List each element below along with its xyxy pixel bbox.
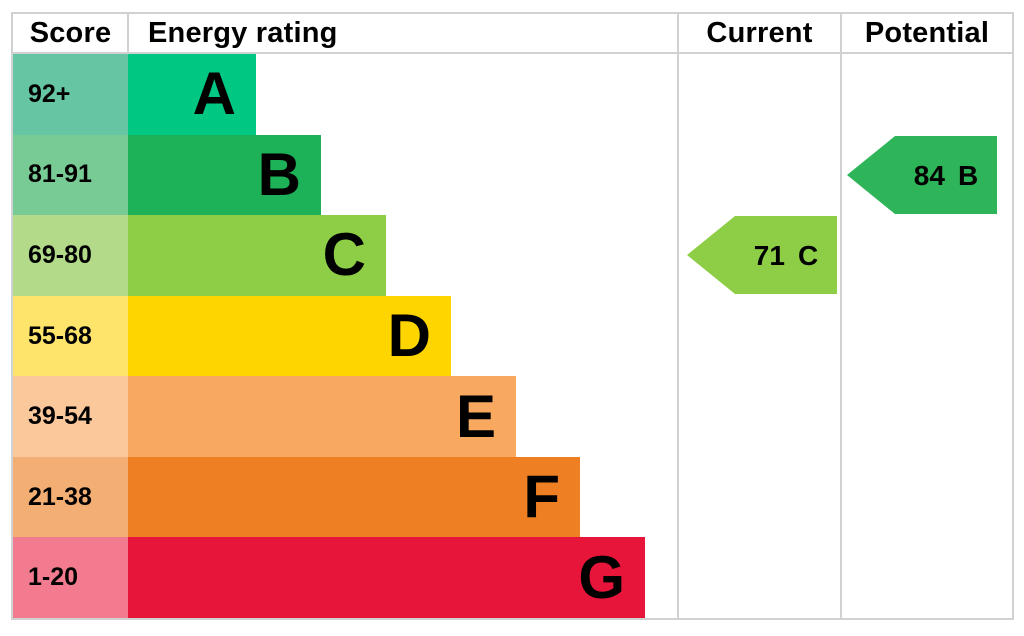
energy-band-bar: D (128, 295, 451, 377)
band-letter: G (578, 543, 625, 611)
current-rating-arrow: 71 C (687, 216, 837, 294)
epc-band-row: 21-38 F (13, 456, 1012, 538)
header-current: Current (706, 16, 813, 49)
epc-band-row: 92+ A (13, 54, 1012, 135)
column-divider-score (127, 14, 129, 52)
score-range-label: 1-20 (28, 563, 79, 592)
potential-arrow-shape (847, 136, 997, 214)
epc-band-row: 39-54 E (13, 376, 1012, 457)
score-range-label: 55-68 (28, 321, 92, 350)
score-range-label: 69-80 (28, 240, 92, 269)
score-cell: 55-68 (13, 295, 128, 377)
header-potential: Potential (864, 16, 990, 49)
current-rating-label: 71 C (754, 240, 818, 271)
energy-band-bar: A (128, 54, 256, 135)
score-cell: 81-91 (13, 134, 128, 216)
score-cell: 1-20 (13, 537, 128, 619)
epc-band-row: 69-80 C (13, 215, 1012, 296)
score-cell: 92+ (13, 54, 128, 135)
energy-band-bar: C (128, 215, 386, 296)
score-cell: 69-80 (13, 215, 128, 296)
score-range-label: 21-38 (28, 482, 92, 511)
band-letter: E (455, 382, 496, 450)
potential-rating-letter: B (958, 160, 978, 191)
header-energy-rating: Energy rating (148, 16, 338, 49)
column-divider-potential (840, 14, 842, 618)
score-cell: 21-38 (13, 456, 128, 538)
band-letter: D (387, 302, 431, 370)
table-header: Score Energy rating Current Potential (13, 14, 1012, 54)
score-range-label: 81-91 (28, 160, 92, 189)
current-rating-value: 71 (754, 240, 785, 271)
epc-band-row: 55-68 D (13, 295, 1012, 377)
potential-rating-value: 84 (914, 160, 946, 191)
current-arrow-shape (687, 216, 837, 294)
column-divider-current (677, 14, 679, 618)
score-range-label: 39-54 (28, 402, 92, 431)
energy-band-bar: G (128, 537, 645, 619)
band-letter: C (322, 221, 366, 289)
energy-band-bar: E (128, 376, 516, 457)
epc-band-row: 81-91 B (13, 134, 1012, 216)
bands-list: 92+ A 81-91 B 69-80 C 55-68 D 39-54 E (13, 54, 1012, 619)
potential-rating-arrow: 84 B (847, 136, 997, 214)
potential-rating-label: 84 B (914, 160, 978, 191)
score-cell: 39-54 (13, 376, 128, 457)
band-letter: B (257, 140, 301, 208)
band-letter: A (192, 60, 236, 128)
epc-band-row: 1-20 G (13, 537, 1012, 619)
current-rating-letter: C (798, 240, 818, 271)
score-range-label: 92+ (28, 79, 71, 108)
energy-band-bar: F (128, 456, 580, 538)
energy-band-bar: B (128, 134, 321, 216)
epc-table: Score Energy rating Current Potential 92… (11, 12, 1014, 620)
band-letter: F (523, 463, 560, 531)
header-score: Score (29, 16, 112, 49)
